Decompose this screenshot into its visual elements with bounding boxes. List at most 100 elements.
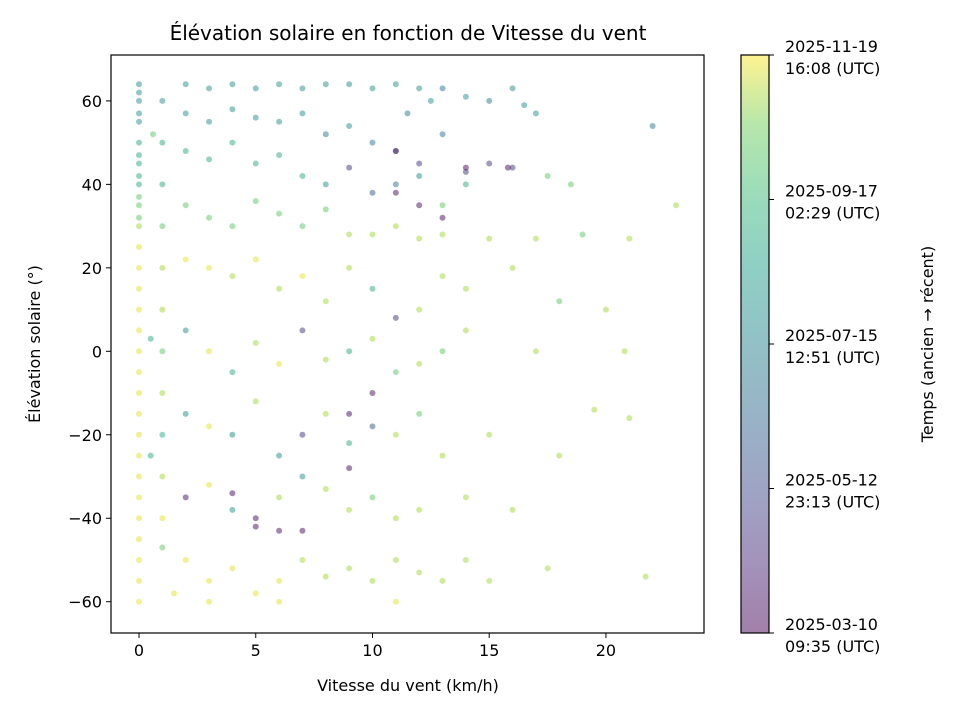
data-point	[206, 423, 213, 430]
data-point	[392, 598, 399, 605]
data-point	[544, 173, 551, 180]
data-point	[276, 285, 283, 292]
data-point	[462, 327, 469, 334]
data-point	[136, 410, 143, 417]
data-point	[136, 556, 143, 563]
data-point	[532, 348, 539, 355]
data-point	[346, 122, 353, 129]
data-point	[369, 189, 376, 196]
data-point	[159, 431, 166, 438]
data-point	[642, 573, 649, 580]
data-point	[136, 81, 143, 88]
data-point	[229, 273, 236, 280]
data-point	[206, 156, 213, 163]
data-point	[136, 214, 143, 221]
data-point	[252, 256, 259, 263]
data-point	[346, 506, 353, 513]
data-point	[439, 202, 446, 209]
data-point	[602, 306, 609, 313]
data-point	[369, 494, 376, 501]
data-point	[567, 181, 574, 188]
data-point	[439, 452, 446, 459]
data-point	[416, 160, 423, 167]
data-point	[252, 398, 259, 405]
colorbar-tick-time: 16:08 (UTC)	[785, 59, 880, 78]
data-point	[322, 298, 329, 305]
data-point	[136, 264, 143, 271]
data-point	[276, 152, 283, 159]
data-point	[276, 577, 283, 584]
data-point	[369, 577, 376, 584]
data-point	[392, 147, 399, 154]
data-point	[299, 473, 306, 480]
data-point	[486, 97, 493, 104]
data-point	[322, 356, 329, 363]
data-point	[136, 390, 143, 397]
data-point	[439, 85, 446, 92]
colorbar-tick-date: 2025-11-19	[785, 37, 878, 56]
data-point	[392, 223, 399, 230]
data-point	[182, 202, 189, 209]
data-point	[136, 536, 143, 543]
data-point	[229, 139, 236, 146]
data-point	[136, 173, 143, 180]
data-point	[229, 431, 236, 438]
y-axis: −60 −40 −20 0 20 40 60	[68, 92, 111, 612]
data-point	[544, 565, 551, 572]
data-point	[147, 335, 154, 342]
y-tick-label: 0	[92, 342, 102, 361]
data-point	[416, 569, 423, 576]
data-point	[369, 390, 376, 397]
data-point	[136, 306, 143, 313]
data-point	[276, 452, 283, 459]
data-point	[299, 85, 306, 92]
data-point	[171, 590, 178, 597]
data-point	[509, 506, 516, 513]
data-point	[136, 97, 143, 104]
colorbar-ticks: 2025-03-10 09:35 (UTC) 2025-05-12 23:13 (UT…	[769, 37, 880, 656]
points-layer	[136, 81, 679, 605]
y-tick-label: 20	[82, 259, 102, 278]
data-point	[136, 327, 143, 334]
data-point	[136, 243, 143, 250]
data-point	[392, 431, 399, 438]
data-point	[136, 139, 143, 146]
data-point	[591, 406, 598, 413]
data-point	[182, 256, 189, 263]
data-point	[462, 93, 469, 100]
data-point	[392, 556, 399, 563]
data-point	[229, 81, 236, 88]
data-point	[229, 369, 236, 376]
data-point	[346, 440, 353, 447]
data-point	[322, 486, 329, 493]
data-point	[626, 415, 633, 422]
data-point	[182, 147, 189, 154]
data-point	[299, 273, 306, 280]
data-point	[299, 327, 306, 334]
data-point	[252, 339, 259, 346]
data-point	[532, 235, 539, 242]
x-axis-label: Vitesse du vent (km/h)	[317, 676, 499, 695]
data-point	[182, 110, 189, 117]
plot-frame	[110, 54, 705, 634]
data-point	[276, 81, 283, 88]
data-point	[206, 348, 213, 355]
data-point	[136, 598, 143, 605]
data-point	[486, 235, 493, 242]
colorbar-tick-date: 2025-09-17	[785, 182, 878, 201]
data-point	[136, 577, 143, 584]
data-point	[369, 231, 376, 238]
data-point	[299, 556, 306, 563]
data-point	[322, 410, 329, 417]
data-point	[509, 164, 516, 171]
data-point	[276, 598, 283, 605]
colorbar-tick-time: 23:13 (UTC)	[785, 493, 880, 512]
data-point	[346, 348, 353, 355]
data-point	[299, 110, 306, 117]
data-point	[229, 106, 236, 113]
data-point	[427, 97, 434, 104]
data-point	[206, 85, 213, 92]
data-point	[229, 490, 236, 497]
data-point	[136, 223, 143, 230]
data-point	[182, 494, 189, 501]
